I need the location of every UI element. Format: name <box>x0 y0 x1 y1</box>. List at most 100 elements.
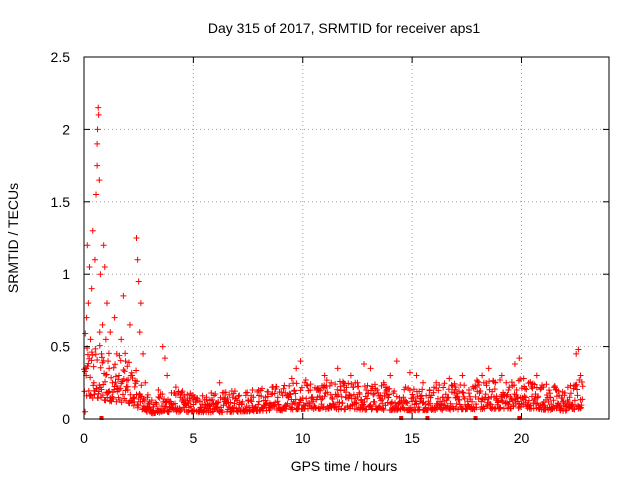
data-point <box>155 387 162 394</box>
data-point <box>527 379 534 386</box>
data-point <box>256 398 262 405</box>
data-point <box>391 388 398 395</box>
data-point <box>134 256 141 263</box>
data-point <box>89 352 96 359</box>
data-point <box>511 360 518 367</box>
data-point <box>293 365 300 372</box>
data-point <box>365 390 372 397</box>
data-point <box>364 382 371 389</box>
data-point <box>96 329 103 336</box>
data-point <box>326 382 333 389</box>
data-point <box>91 256 98 263</box>
data-point <box>441 380 448 387</box>
data-point <box>498 397 505 404</box>
axis-ticks <box>83 56 609 420</box>
data-point <box>136 329 143 336</box>
data-point <box>472 393 479 400</box>
data-point <box>159 391 166 398</box>
data-point <box>550 397 557 404</box>
data-point <box>161 396 168 403</box>
data-point <box>324 389 331 396</box>
x-tick-label: 10 <box>295 430 311 446</box>
data-point <box>216 379 223 386</box>
data-point <box>126 359 133 366</box>
data-point <box>244 389 251 396</box>
data-point <box>332 381 339 388</box>
data-point <box>94 126 101 133</box>
data-point <box>503 379 510 386</box>
data-point <box>453 400 460 407</box>
data-point <box>370 391 377 398</box>
data-point <box>461 395 468 402</box>
data-point <box>248 398 255 405</box>
data-point <box>239 398 246 405</box>
data-point <box>494 395 500 402</box>
data-point <box>477 387 484 394</box>
x-tick-label: 5 <box>189 430 197 446</box>
data-point <box>99 321 106 328</box>
data-point <box>308 394 315 401</box>
data-point <box>117 385 124 392</box>
data-point <box>529 393 535 400</box>
data-point <box>406 387 413 394</box>
data-point <box>255 401 262 408</box>
data-point <box>95 111 102 118</box>
data-point <box>127 391 134 398</box>
data-point <box>374 387 381 394</box>
data-point <box>84 242 91 249</box>
data-point <box>87 374 94 381</box>
data-point <box>573 350 580 357</box>
data-point <box>448 382 455 389</box>
data-point <box>455 388 462 395</box>
data-point <box>354 379 361 386</box>
data-point <box>299 394 306 401</box>
data-point <box>268 391 275 398</box>
data-point <box>491 386 498 393</box>
data-point <box>118 399 125 406</box>
data-point <box>269 384 276 391</box>
x-tick-label: 15 <box>404 430 420 446</box>
data-point <box>577 372 584 379</box>
data-point <box>427 400 434 407</box>
data-point <box>151 401 157 408</box>
data-point <box>133 235 140 241</box>
data-point <box>98 386 105 393</box>
data-point <box>567 390 574 397</box>
data-point <box>459 372 466 379</box>
data-point <box>235 393 242 400</box>
data-point <box>445 386 452 393</box>
data-point <box>110 396 117 403</box>
data-point <box>505 401 512 408</box>
data-point <box>361 405 367 412</box>
data-point <box>118 336 125 343</box>
data-point <box>113 350 120 357</box>
data-point <box>259 385 266 392</box>
data-point <box>481 405 488 412</box>
data-point <box>109 389 116 396</box>
data-point <box>367 365 374 372</box>
data-point <box>106 365 113 372</box>
data-point <box>212 391 219 398</box>
data-point <box>90 363 97 370</box>
data-point <box>540 384 547 391</box>
data-point <box>177 408 184 415</box>
data-point <box>531 397 538 404</box>
data-point <box>226 391 233 398</box>
data-point <box>124 363 131 370</box>
data-point <box>250 394 257 401</box>
data-point <box>297 396 304 403</box>
data-point <box>199 392 206 399</box>
data-point <box>184 391 191 398</box>
data-point <box>141 397 148 404</box>
data-point <box>361 383 368 390</box>
data-point <box>120 375 127 382</box>
data-point <box>271 390 278 397</box>
data-point <box>307 387 314 394</box>
data-point <box>95 104 102 111</box>
data-point <box>86 263 93 270</box>
data-point <box>190 401 197 408</box>
data-point <box>111 314 118 321</box>
data-point <box>315 387 322 394</box>
data-point <box>347 372 354 379</box>
data-point <box>566 394 573 401</box>
